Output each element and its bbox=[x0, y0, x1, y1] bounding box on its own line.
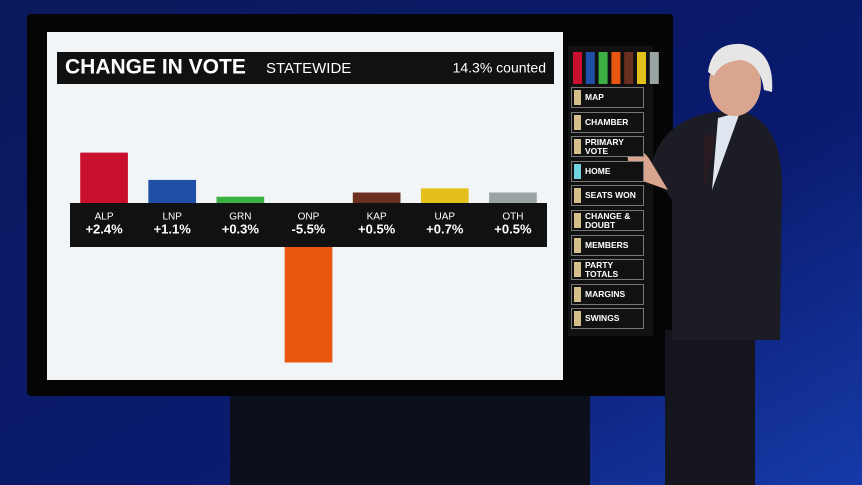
bar bbox=[216, 196, 265, 203]
chart-title: CHANGE IN VOTE bbox=[65, 56, 246, 79]
category-label: GRN bbox=[229, 212, 251, 223]
label-band bbox=[70, 203, 547, 247]
bar bbox=[148, 179, 197, 203]
color-swatch bbox=[585, 52, 595, 84]
menu-item[interactable]: CHANGE & DOUBT bbox=[571, 210, 644, 231]
value-label: +0.3% bbox=[222, 221, 260, 236]
color-swatch bbox=[624, 52, 634, 84]
bar bbox=[352, 192, 401, 203]
value-label: +0.7% bbox=[426, 221, 464, 236]
category-label: LNP bbox=[162, 212, 182, 223]
value-label: +0.5% bbox=[358, 221, 396, 236]
bar bbox=[80, 152, 128, 203]
bar bbox=[284, 247, 333, 363]
color-swatch bbox=[611, 52, 621, 84]
color-swatch bbox=[573, 52, 582, 84]
category-label: KAP bbox=[367, 212, 387, 223]
value-label: +1.1% bbox=[154, 221, 192, 236]
value-label: +0.5% bbox=[494, 221, 532, 236]
category-label: UAP bbox=[435, 212, 456, 223]
category-label: OTH bbox=[502, 212, 523, 223]
title-bar bbox=[57, 52, 554, 84]
screen-stand bbox=[230, 395, 590, 485]
menu-item[interactable]: MEMBERS bbox=[571, 234, 644, 256]
menu-item[interactable]: SEATS WON bbox=[571, 185, 644, 207]
menu-item[interactable]: PARTY TOTALS bbox=[571, 259, 644, 281]
value-label: -5.5% bbox=[292, 221, 326, 236]
menu-item[interactable]: SWINGS bbox=[571, 308, 644, 330]
color-swatch bbox=[637, 52, 646, 84]
category-label: ALP bbox=[95, 212, 114, 223]
value-label: +2.4% bbox=[85, 221, 123, 236]
category-label: ONP bbox=[298, 212, 320, 223]
counted-note: 14.3% counted bbox=[453, 60, 546, 76]
menu-item[interactable]: CHAMBER bbox=[571, 111, 644, 133]
bar bbox=[489, 192, 537, 203]
menu-item[interactable]: HOME bbox=[571, 160, 644, 182]
menu-item[interactable]: MAP bbox=[571, 87, 644, 108]
bar bbox=[420, 188, 469, 203]
menu-item[interactable]: PRIMARY VOTE bbox=[571, 136, 644, 158]
presenter bbox=[627, 43, 782, 485]
color-swatch bbox=[598, 52, 608, 84]
menu-item[interactable]: MARGINS bbox=[571, 283, 644, 305]
chart-subtitle: STATEWIDE bbox=[266, 60, 351, 77]
color-swatch bbox=[649, 52, 659, 84]
